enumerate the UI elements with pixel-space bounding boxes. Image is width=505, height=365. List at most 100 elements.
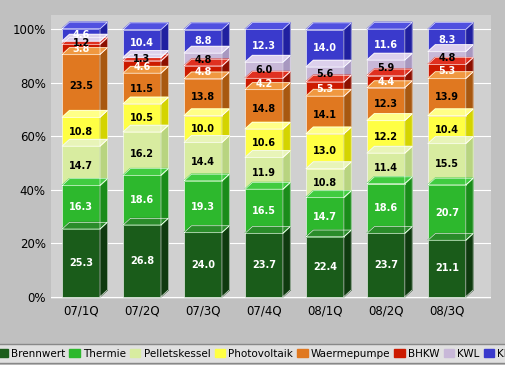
Polygon shape <box>306 23 350 30</box>
Polygon shape <box>427 23 472 29</box>
FancyBboxPatch shape <box>366 153 404 184</box>
Polygon shape <box>282 23 290 62</box>
Polygon shape <box>427 72 472 78</box>
Text: 25.3: 25.3 <box>69 258 93 268</box>
Text: 4.6: 4.6 <box>72 30 89 40</box>
FancyBboxPatch shape <box>184 53 222 66</box>
FancyBboxPatch shape <box>306 134 343 169</box>
Polygon shape <box>282 151 290 189</box>
Polygon shape <box>123 54 168 61</box>
FancyBboxPatch shape <box>244 189 282 233</box>
FancyBboxPatch shape <box>184 30 222 53</box>
Polygon shape <box>306 191 350 197</box>
Polygon shape <box>282 122 290 157</box>
FancyBboxPatch shape <box>184 233 222 297</box>
Polygon shape <box>244 23 290 29</box>
Polygon shape <box>366 22 412 29</box>
Legend: Brennwert, Thermie, Pelletskessel, Photovoltaik, Waermepumpe, BHKW, KWL, Klima: Brennwert, Thermie, Pelletskessel, Photo… <box>0 344 505 363</box>
Polygon shape <box>404 53 412 76</box>
Text: 8.8: 8.8 <box>194 36 212 46</box>
FancyBboxPatch shape <box>123 73 161 104</box>
FancyBboxPatch shape <box>306 30 343 67</box>
FancyBboxPatch shape <box>184 79 222 116</box>
Text: 5.9: 5.9 <box>377 63 394 73</box>
FancyBboxPatch shape <box>366 76 404 88</box>
Text: 11.9: 11.9 <box>251 168 275 178</box>
Text: 11.4: 11.4 <box>373 163 397 173</box>
Text: 14.7: 14.7 <box>313 212 336 222</box>
Polygon shape <box>222 72 229 116</box>
Polygon shape <box>465 58 472 78</box>
FancyBboxPatch shape <box>427 185 465 240</box>
Text: 23.7: 23.7 <box>251 260 275 270</box>
Polygon shape <box>100 34 107 44</box>
Polygon shape <box>465 72 472 116</box>
Polygon shape <box>161 169 168 225</box>
Polygon shape <box>62 22 107 29</box>
Text: 20.7: 20.7 <box>434 208 458 218</box>
Polygon shape <box>62 222 107 229</box>
Polygon shape <box>222 226 229 297</box>
Text: 13.8: 13.8 <box>190 92 215 102</box>
Text: 4.6: 4.6 <box>133 62 150 72</box>
Polygon shape <box>123 23 168 30</box>
Text: 10.6: 10.6 <box>251 138 275 148</box>
Polygon shape <box>62 34 107 41</box>
FancyBboxPatch shape <box>366 60 404 76</box>
Polygon shape <box>161 54 168 73</box>
Text: 16.5: 16.5 <box>251 206 275 216</box>
Polygon shape <box>62 139 107 146</box>
Text: 18.6: 18.6 <box>130 195 154 205</box>
Polygon shape <box>100 22 107 41</box>
FancyBboxPatch shape <box>244 29 282 62</box>
Polygon shape <box>123 125 168 132</box>
Polygon shape <box>100 139 107 185</box>
Polygon shape <box>184 174 229 181</box>
Polygon shape <box>100 222 107 297</box>
Polygon shape <box>343 162 350 197</box>
FancyBboxPatch shape <box>306 96 343 134</box>
Polygon shape <box>465 23 472 51</box>
Polygon shape <box>123 169 168 175</box>
Polygon shape <box>161 51 168 61</box>
FancyBboxPatch shape <box>62 54 100 117</box>
FancyBboxPatch shape <box>62 117 100 146</box>
Polygon shape <box>465 178 472 240</box>
Text: 23.5: 23.5 <box>69 81 93 91</box>
Text: 24.0: 24.0 <box>191 260 215 269</box>
Polygon shape <box>184 136 229 142</box>
Polygon shape <box>100 48 107 117</box>
Text: 14.4: 14.4 <box>191 157 215 167</box>
Polygon shape <box>282 55 290 78</box>
Polygon shape <box>62 111 107 117</box>
Polygon shape <box>184 23 229 30</box>
Polygon shape <box>244 122 290 129</box>
Polygon shape <box>161 23 168 57</box>
Polygon shape <box>343 75 350 96</box>
Text: 6.0: 6.0 <box>255 65 272 75</box>
Text: 11.5: 11.5 <box>130 84 154 93</box>
FancyBboxPatch shape <box>62 185 100 229</box>
Polygon shape <box>343 60 350 82</box>
Polygon shape <box>465 137 472 185</box>
FancyBboxPatch shape <box>244 62 282 78</box>
Polygon shape <box>343 230 350 297</box>
Text: 10.4: 10.4 <box>130 38 154 49</box>
Text: 14.0: 14.0 <box>313 43 336 53</box>
Polygon shape <box>306 230 350 237</box>
Polygon shape <box>366 227 412 233</box>
Polygon shape <box>161 125 168 175</box>
Text: 5.3: 5.3 <box>316 84 333 94</box>
Polygon shape <box>244 72 290 78</box>
Polygon shape <box>404 22 412 60</box>
FancyBboxPatch shape <box>123 104 161 132</box>
Polygon shape <box>244 227 290 233</box>
Polygon shape <box>366 114 412 120</box>
Polygon shape <box>282 227 290 297</box>
Text: 10.8: 10.8 <box>69 127 93 137</box>
Polygon shape <box>306 75 350 82</box>
Polygon shape <box>161 66 168 104</box>
Text: 21.1: 21.1 <box>434 264 458 273</box>
Text: 19.3: 19.3 <box>191 202 215 212</box>
FancyBboxPatch shape <box>123 57 161 61</box>
